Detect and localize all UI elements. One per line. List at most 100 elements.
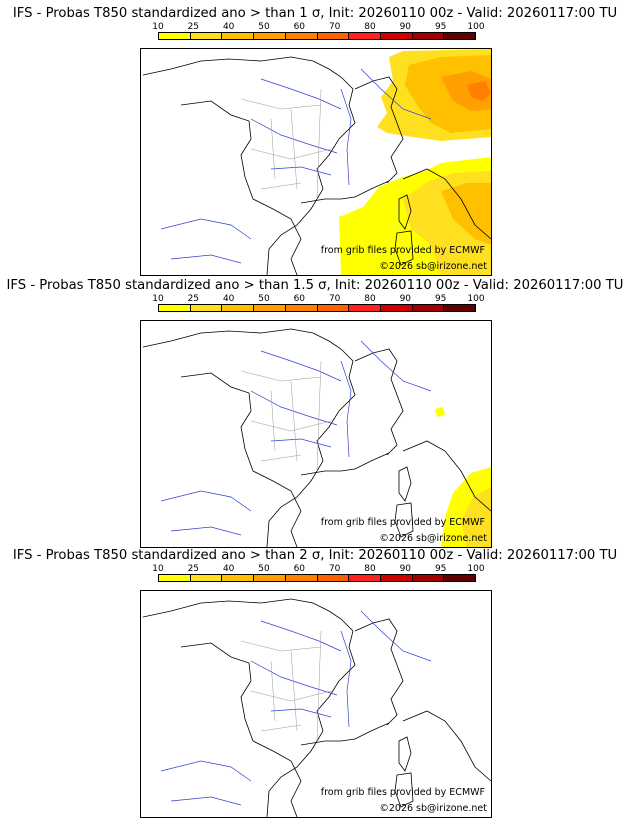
island-corsica xyxy=(398,194,412,230)
river xyxy=(360,68,432,120)
spain-coast xyxy=(252,198,302,275)
scale-tick: 90 xyxy=(399,564,412,574)
scale-tick: 25 xyxy=(187,564,200,574)
map-svg xyxy=(142,598,491,817)
map-frame: from grib files provided by ECMWF ©2026 … xyxy=(140,48,492,276)
admin-borders xyxy=(240,360,332,472)
river xyxy=(170,526,242,536)
scale-tick: 80 xyxy=(364,294,376,304)
color-bar-segment xyxy=(159,305,191,311)
spain-coast xyxy=(252,740,302,817)
credit-copyright: ©2026 sb@irizone.net xyxy=(379,261,487,272)
color-bar xyxy=(158,574,476,582)
scale-tick: 100 xyxy=(467,294,485,304)
color-bar-segment xyxy=(190,33,223,39)
scale-tick: 95 xyxy=(434,22,447,32)
italy-coast xyxy=(402,168,491,240)
river xyxy=(170,254,242,264)
map-panel-1: IFS - Probas T850 standardized ano > tha… xyxy=(0,0,630,276)
river xyxy=(360,340,432,392)
credit-copyright: ©2026 sb@irizone.net xyxy=(379,803,487,814)
color-bar-segment xyxy=(380,305,413,311)
color-bar-segment xyxy=(349,575,381,581)
color-bar-segment xyxy=(412,575,445,581)
scale-tick: 70 xyxy=(328,294,341,304)
river xyxy=(270,438,332,448)
scale-tick: 25 xyxy=(187,294,200,304)
admin-borders xyxy=(240,88,332,200)
color-bar-segment xyxy=(254,33,286,39)
river xyxy=(270,166,332,176)
color-bar-segment xyxy=(412,33,445,39)
river xyxy=(160,490,252,512)
color-bar-segment xyxy=(285,575,318,581)
scale-tick: 95 xyxy=(434,294,447,304)
scale-tick: 60 xyxy=(293,22,306,32)
coast-brittany xyxy=(180,642,254,742)
color-bar-segment xyxy=(317,33,350,39)
river xyxy=(340,360,352,458)
coast-mediterranean xyxy=(300,180,390,204)
map-svg xyxy=(142,49,491,275)
color-bar-segment xyxy=(412,305,445,311)
prob-area-small xyxy=(435,407,445,417)
color-bar-segment xyxy=(222,33,255,39)
prob-area-north-east-high xyxy=(441,71,491,111)
color-bar-segment xyxy=(254,305,286,311)
scale-tick: 70 xyxy=(328,22,341,32)
map-panel-2: IFS - Probas T850 standardized ano > tha… xyxy=(0,272,630,548)
color-bar xyxy=(158,304,476,312)
coast-mediterranean xyxy=(300,452,390,476)
island-corsica xyxy=(398,736,412,772)
color-scale: 10 25 40 50 60 70 80 90 95 100 xyxy=(152,294,485,320)
border-east xyxy=(354,618,404,726)
coast-brittany xyxy=(180,372,254,472)
spain-coast xyxy=(252,470,302,547)
color-scale: 10 25 40 50 60 70 80 90 95 100 xyxy=(152,564,485,590)
map-panel-3: IFS - Probas T850 standardized ano > tha… xyxy=(0,542,630,818)
panel-title: IFS - Probas T850 standardized ano > tha… xyxy=(6,278,624,293)
color-bar-segment xyxy=(190,305,223,311)
scale-tick: 90 xyxy=(399,294,412,304)
scale-tick: 80 xyxy=(364,22,376,32)
prob-area-south-east-high xyxy=(441,183,491,245)
color-scale: 10 25 40 50 60 70 80 90 95 100 xyxy=(152,22,485,48)
color-bar-segment xyxy=(444,33,476,39)
color-bar-segment xyxy=(349,305,381,311)
river xyxy=(260,620,342,652)
scale-tick: 10 xyxy=(152,564,164,574)
color-bar-segment xyxy=(317,575,350,581)
admin-borders xyxy=(240,630,332,742)
scale-tick: 80 xyxy=(364,564,376,574)
island-corsica xyxy=(398,466,412,502)
scale-tick: 40 xyxy=(222,564,235,574)
color-bar-segment xyxy=(222,575,255,581)
color-bar-segment xyxy=(159,33,191,39)
coastline xyxy=(142,598,356,817)
color-bar xyxy=(158,32,476,40)
scale-tick: 10 xyxy=(152,294,164,304)
italy-coast xyxy=(402,710,491,782)
river xyxy=(160,760,252,782)
scale-tick: 40 xyxy=(222,294,235,304)
color-bar-segment xyxy=(317,305,350,311)
scale-tick: 50 xyxy=(258,22,270,32)
scale-tick: 100 xyxy=(467,564,485,574)
italy-coast xyxy=(402,440,491,512)
river xyxy=(340,88,352,186)
river xyxy=(260,350,342,382)
scale-tick: 25 xyxy=(187,22,200,32)
color-bar-segment xyxy=(380,575,413,581)
color-bar-segment xyxy=(190,575,223,581)
map-frame: from grib files provided by ECMWF ©2026 … xyxy=(140,590,492,818)
scale-tick: 70 xyxy=(328,564,341,574)
credit-copyright: ©2026 sb@irizone.net xyxy=(379,533,487,544)
color-bar-segment xyxy=(444,575,476,581)
river xyxy=(160,218,252,240)
river xyxy=(260,78,342,110)
scale-tick: 10 xyxy=(152,22,164,32)
color-bar-segment xyxy=(159,575,191,581)
color-bar-segment xyxy=(222,305,255,311)
credit-grib: from grib files provided by ECMWF xyxy=(320,517,485,528)
color-bar-segment xyxy=(285,33,318,39)
